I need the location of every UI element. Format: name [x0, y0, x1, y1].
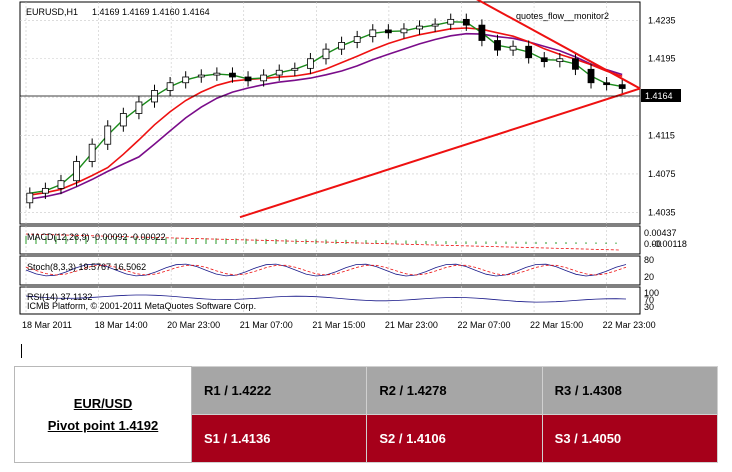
candle-body	[197, 74, 205, 78]
stoch-label: Stoch(8,3,3) 19.5767 16.5062	[27, 262, 146, 272]
indicator-name: quotes_flow__monitor2	[516, 11, 609, 21]
rsi-line	[25, 294, 627, 303]
candle-body	[447, 18, 455, 25]
candle-body	[213, 72, 221, 76]
candle-body	[88, 143, 96, 162]
candle-body	[478, 24, 486, 41]
x-tick-label: 20 Mar 23:00	[167, 320, 220, 330]
candle-body	[119, 113, 127, 127]
x-tick-label: 22 Mar 07:00	[457, 320, 510, 330]
candle-body	[400, 28, 408, 34]
candle-body	[57, 180, 65, 189]
macd-pane-frame	[19, 225, 641, 255]
pivot-table: EUR/USD Pivot point 1.4192 R1 / 1.4222 R…	[14, 366, 719, 463]
current-price-badge	[641, 89, 681, 102]
s3-cell: S3 / 1.4050	[541, 414, 719, 463]
candle-body	[431, 23, 439, 27]
pair-name: EUR/USD	[73, 395, 133, 411]
candle-body	[556, 58, 564, 63]
x-tick-label: 22 Mar 23:00	[603, 320, 656, 330]
r3-cell: R3 / 1.4308	[541, 366, 719, 415]
rsi-axis-70: 70	[644, 295, 654, 305]
rsi-axis-100: 100	[644, 288, 659, 298]
candle-body	[166, 82, 174, 91]
trendlines	[239, 0, 641, 219]
x-tick-label: 22 Mar 15:00	[530, 320, 583, 330]
r2-cell: R2 / 1.4278	[366, 366, 543, 415]
x-tick-label: 18 Mar 14:00	[95, 320, 148, 330]
macd-histogram	[25, 233, 621, 251]
candle-body	[322, 48, 330, 60]
candle-body	[229, 72, 236, 78]
candle-body	[135, 101, 143, 114]
pair-cell: EUR/USD Pivot point 1.4192	[14, 366, 192, 463]
y-tick-label: 1.4075	[648, 169, 676, 179]
rsi-label: RSI(14) 37.1132	[27, 292, 92, 302]
y-tick-label: 1.4235	[648, 15, 676, 25]
candle-body	[338, 42, 345, 50]
support-trendline	[239, 87, 641, 219]
candle-body	[494, 40, 501, 51]
macd-axis-bottom: -0.00118	[652, 239, 687, 249]
candle-body	[291, 67, 299, 71]
chart-symbol: EURUSD,H1	[26, 7, 78, 17]
main-pane-frame	[19, 1, 641, 225]
x-tick-label: 21 Mar 23:00	[385, 320, 438, 330]
stoch-axis-20: 20	[644, 272, 654, 282]
macd-signal-line	[25, 233, 621, 251]
y-tick-label: 1.4195	[648, 54, 676, 64]
candle-body	[26, 192, 34, 204]
stoch-axis-80: 80	[644, 255, 654, 265]
candle-body	[260, 74, 268, 82]
macd-label: MACD(12,26,9) -0.00092 -0.00022	[27, 232, 166, 242]
candle-body	[73, 161, 80, 182]
ma-red-line	[29, 27, 623, 196]
candle-body	[244, 76, 252, 82]
x-tick-label: 18 Mar 2011	[22, 320, 72, 330]
candle-body	[41, 187, 49, 194]
x-tick-label: 21 Mar 15:00	[312, 320, 365, 330]
r1-cell: R1 / 1.4222	[190, 366, 368, 415]
candle-body	[540, 57, 548, 63]
oscillator-lines	[25, 263, 627, 303]
candle-body	[384, 29, 392, 34]
current-price-label: 1.4164	[645, 91, 673, 101]
macd-axis-top: 0.00437	[644, 228, 677, 238]
pivot-point: Pivot point 1.4192	[47, 417, 159, 433]
candle-body	[307, 58, 314, 69]
candle-body	[182, 76, 190, 84]
text-cursor	[21, 344, 22, 358]
candle-body	[353, 36, 361, 43]
candles	[26, 13, 626, 209]
candle-body	[525, 45, 533, 59]
s2-cell: S2 / 1.4106	[366, 414, 543, 463]
candle-body	[416, 25, 423, 30]
resistance-trendline	[476, 0, 641, 90]
s1-cell: S1 / 1.4136	[190, 414, 368, 463]
candle-body	[572, 58, 579, 70]
ohlc-readout: 1.4169 1.4169 1.4160 1.4164	[92, 7, 210, 17]
candle-body	[603, 82, 611, 86]
candle-body	[369, 29, 377, 38]
candle-body	[462, 18, 470, 26]
copyright-note: ICMB Platform, © 2001-2011 MetaQuotes So…	[27, 301, 256, 311]
rsi-axis-30: 30	[644, 302, 654, 312]
candle-body	[587, 68, 595, 84]
candle-body	[275, 69, 283, 76]
rsi-pane-frame	[19, 286, 641, 315]
x-tick-label: 21 Mar 07:00	[240, 320, 293, 330]
stoch-pane-frame	[19, 255, 641, 286]
stoch-main-line	[25, 263, 627, 277]
grid	[20, 2, 640, 314]
x-axis-ticks: 18 Mar 2011 18 Mar 14:00 20 Mar 23:00 21 Ma…	[22, 320, 656, 330]
candle-body	[618, 84, 626, 89]
y-tick-label: 1.4035	[648, 207, 676, 217]
macd-axis-mid: 0.00	[644, 239, 662, 249]
y-tick-label: 1.4115	[648, 131, 675, 141]
candle-body	[509, 45, 517, 51]
candle-body	[104, 125, 112, 145]
